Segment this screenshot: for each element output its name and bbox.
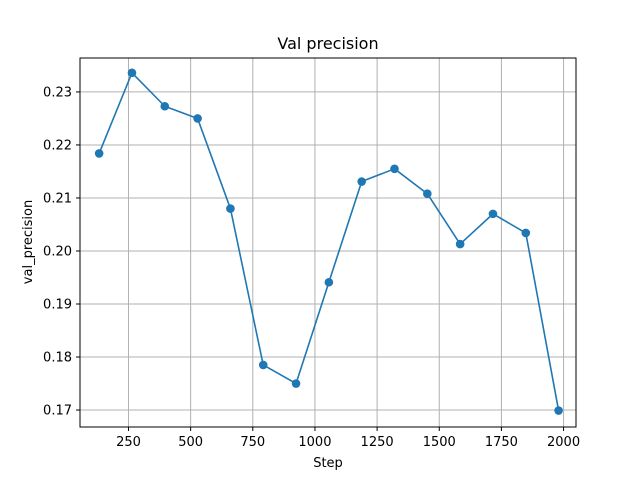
y-tick-label: 0.22 [43,138,72,153]
y-tick-label: 0.20 [43,244,72,259]
data-point [324,277,334,287]
data-point [488,209,498,219]
data-point [554,406,563,415]
data-point [455,239,465,249]
x-tick-label: 750 [240,435,265,450]
grid [80,58,576,427]
data-point [160,101,170,111]
data-point [226,204,235,213]
data-points [94,68,563,415]
x-tick-label: 1750 [485,435,518,450]
x-tick-label: 2000 [547,435,580,450]
y-tick-label: 0.18 [43,351,72,366]
y-tick-label: 0.21 [43,191,72,206]
data-point [127,68,137,78]
series-line-group [98,72,560,411]
data-point [423,189,432,199]
x-tick-label: 250 [116,435,141,450]
data-point [357,177,366,186]
data-point [258,360,268,370]
data-point [521,228,531,238]
y-tick-label: 0.23 [43,85,72,100]
y-axis-label: val_precision [21,200,36,284]
chart-title: Val precision [277,34,378,53]
data-point [94,149,104,158]
y-tick-label: 0.19 [43,298,72,313]
plot-frame [79,57,577,428]
x-tick-label: 1500 [423,435,456,450]
x-tick-label: 1000 [298,435,331,450]
y-tick-label: 0.17 [43,404,72,419]
data-point [193,114,202,123]
x-axis-label: Step [313,456,343,471]
series-line [98,72,560,411]
x-tick-label: 1250 [361,435,394,450]
data-point [390,164,399,174]
axis-ticks: 250 500 750 1000 1250 1500 1750 2000 0.17 0.18 0.1… [43,85,580,450]
x-tick-label: 500 [178,435,203,450]
data-point [291,379,301,388]
